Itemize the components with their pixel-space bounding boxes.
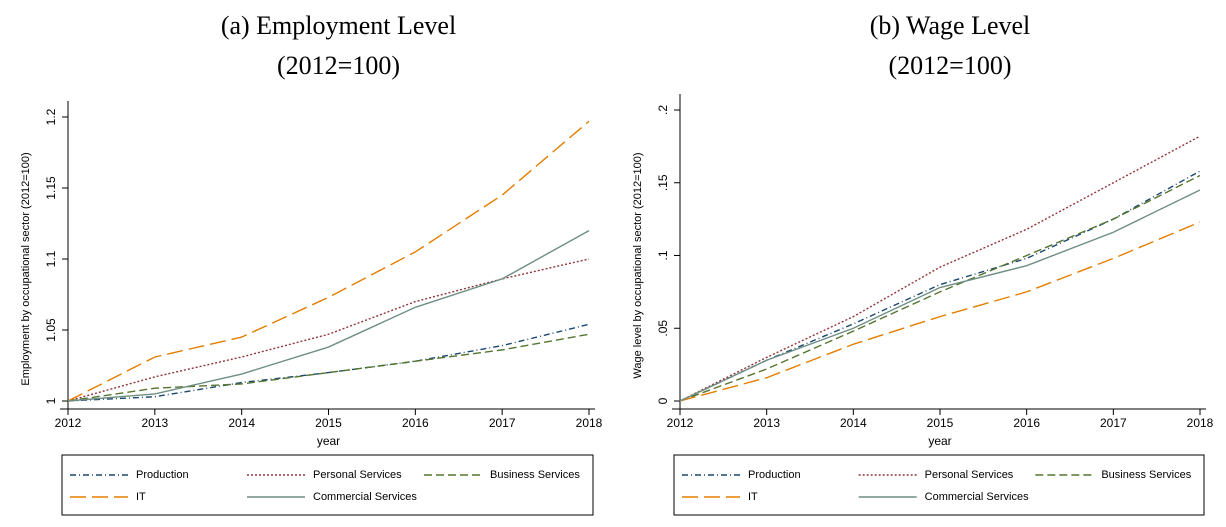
chart-subtitle: (2012=100) bbox=[277, 51, 400, 80]
y-tick-label: 1 bbox=[44, 397, 58, 404]
y-tick-label: 1.2 bbox=[44, 108, 58, 125]
legend-label: IT bbox=[748, 491, 758, 503]
legend-label: Personal Services bbox=[925, 469, 1014, 481]
legend-box bbox=[673, 454, 1205, 516]
x-tick-label: 2013 bbox=[753, 416, 780, 430]
legend-label: Commercial Services bbox=[313, 491, 417, 503]
legend-box bbox=[61, 454, 594, 516]
x-tick-label: 2015 bbox=[927, 416, 954, 430]
series-line bbox=[679, 189, 1201, 402]
legend-label: Production bbox=[748, 469, 801, 481]
series-line bbox=[67, 120, 590, 402]
chart-subtitle: (2012=100) bbox=[889, 51, 1012, 80]
x-axis-label: year bbox=[928, 434, 951, 448]
x-tick-label: 2017 bbox=[1100, 416, 1127, 430]
series-line bbox=[67, 229, 590, 402]
x-axis-label: year bbox=[317, 434, 340, 448]
chart-title: (a) Employment Level bbox=[221, 11, 456, 40]
x-tick-label: 2018 bbox=[1187, 416, 1214, 430]
y-axis-label: Wage level by occupational sector (2012=… bbox=[632, 152, 644, 378]
x-tick-label: 2016 bbox=[1013, 416, 1040, 430]
y-tick-label: .2 bbox=[656, 105, 670, 115]
x-tick-label: 2018 bbox=[576, 416, 603, 430]
legend-label: Personal Services bbox=[313, 469, 402, 481]
y-tick-label: 1.1 bbox=[44, 250, 58, 267]
x-tick-label: 2012 bbox=[55, 416, 82, 430]
x-tick-label: 2016 bbox=[402, 416, 429, 430]
x-tick-label: 2017 bbox=[489, 416, 516, 430]
x-tick-label: 2013 bbox=[141, 416, 168, 430]
y-tick-label: 1.15 bbox=[44, 176, 58, 200]
series-line bbox=[679, 135, 1201, 402]
series-line bbox=[679, 170, 1201, 402]
legend-label: Business Services bbox=[490, 469, 580, 481]
y-tick-label: .1 bbox=[656, 250, 670, 260]
y-axis-label: Employment by occupational sector (2012=… bbox=[20, 152, 32, 385]
series-line bbox=[679, 221, 1201, 402]
chart-title: (b) Wage Level bbox=[870, 11, 1031, 40]
y-tick-label: 1.05 bbox=[44, 318, 58, 342]
series-line bbox=[67, 333, 590, 402]
legend-label: Production bbox=[136, 469, 189, 481]
y-tick-label: .05 bbox=[656, 320, 670, 337]
series-line bbox=[679, 174, 1201, 402]
x-tick-label: 2014 bbox=[228, 416, 255, 430]
x-tick-label: 2012 bbox=[667, 416, 694, 430]
y-tick-label: .15 bbox=[656, 174, 670, 191]
series-line bbox=[67, 258, 590, 402]
series-line bbox=[67, 323, 590, 402]
legend-label: Business Services bbox=[1101, 469, 1191, 481]
legend-label: IT bbox=[136, 491, 146, 503]
y-tick-label: 0 bbox=[656, 397, 670, 404]
legend-label: Commercial Services bbox=[925, 491, 1029, 503]
x-tick-label: 2015 bbox=[315, 416, 342, 430]
x-tick-label: 2014 bbox=[840, 416, 867, 430]
